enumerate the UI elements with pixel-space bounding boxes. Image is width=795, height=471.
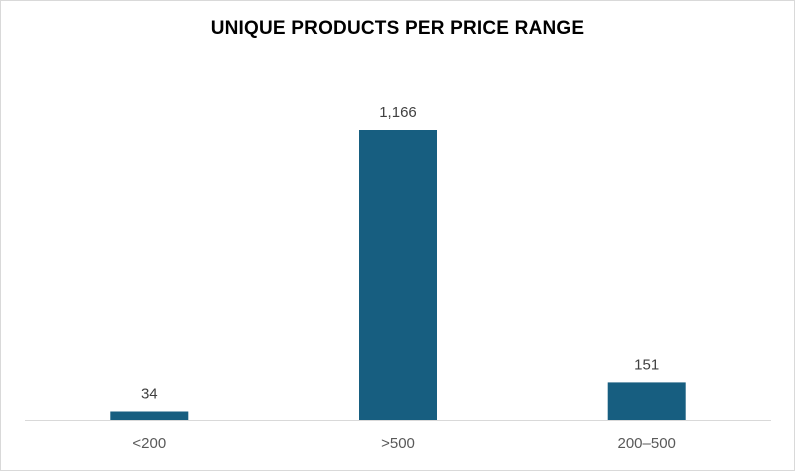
data-label-2: 151 <box>634 356 659 373</box>
category-label-1: >500 <box>381 435 415 452</box>
value-labels-group: 34 1,166 151 <box>141 104 659 403</box>
category-label-0: <200 <box>132 435 166 452</box>
data-label-1: 1,166 <box>379 104 417 121</box>
category-labels-group: <200 >500 200–500 <box>132 435 676 452</box>
bar-2 <box>607 382 686 420</box>
chart-title: UNIQUE PRODUCTS PER PRICE RANGE <box>210 18 585 39</box>
data-label-0: 34 <box>141 386 158 403</box>
bars-group <box>110 130 686 420</box>
bar-1 <box>359 130 437 420</box>
category-label-2: 200–500 <box>617 435 675 452</box>
bar-0 <box>110 411 189 420</box>
